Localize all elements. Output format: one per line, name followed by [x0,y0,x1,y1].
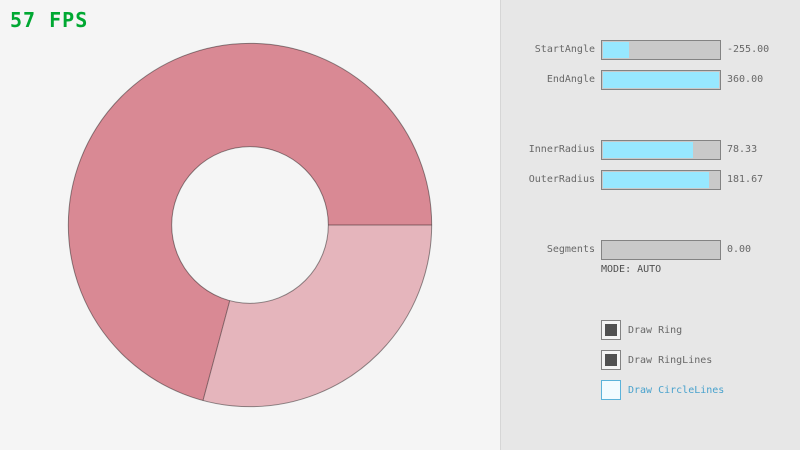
checkbox-row-draw-ring: Draw Ring [601,320,682,340]
slider-row-outer-radius: OuterRadius 181.67 [501,170,800,190]
checkbox-row-draw-ringlines: Draw RingLines [601,350,712,370]
end-angle-label: EndAngle [546,74,595,85]
slider-fill [603,172,709,188]
slider-row-end-angle: EndAngle 360.00 [501,70,800,90]
inner-radius-slider[interactable] [601,140,721,160]
slider-fill [603,142,694,158]
slider-fill [603,42,629,58]
mode-text: MODE: AUTO [601,264,662,275]
controls-panel: StartAngle -255.00 EndAngle 360.00 Inner… [500,0,800,450]
end-angle-value: 360.00 [727,74,764,85]
start-angle-slider[interactable] [601,40,721,60]
slider-row-inner-radius: InnerRadius 78.33 [501,140,800,160]
outer-radius-slider[interactable] [601,170,721,190]
render-canvas: 57 FPS [10,8,433,408]
slider-row-segments: Segments 0.00 [501,240,800,260]
ring-inner-outline [171,146,329,304]
slider-row-start-angle: StartAngle -255.00 [501,40,800,60]
ring-outer-outline [67,42,433,408]
inner-radius-value: 78.33 [727,144,758,155]
start-angle-value: -255.00 [727,44,770,55]
fps-counter: 57 FPS [10,8,89,32]
outer-radius-label: OuterRadius [528,174,595,185]
end-angle-slider[interactable] [601,70,721,90]
segments-slider[interactable] [601,240,721,260]
segments-value: 0.00 [727,244,752,255]
ring-sector [68,43,432,401]
draw-ring-checkbox[interactable] [601,320,621,340]
draw-circlelines-label: Draw CircleLines [628,384,725,396]
draw-circlelines-checkbox[interactable] [601,380,621,400]
ring-radial-line [202,300,231,401]
outer-radius-value: 181.67 [727,174,764,185]
ring-sector [202,225,432,407]
start-angle-label: StartAngle [534,44,595,55]
checkbox-row-draw-circlelines: Draw CircleLines [601,380,724,400]
draw-ringlines-label: Draw RingLines [628,354,713,366]
draw-ringlines-checkbox[interactable] [601,350,621,370]
slider-fill [603,72,719,88]
draw-ring-label: Draw Ring [628,324,683,336]
segments-label: Segments [546,244,595,255]
inner-radius-label: InnerRadius [528,144,595,155]
ring-figure [67,42,433,408]
